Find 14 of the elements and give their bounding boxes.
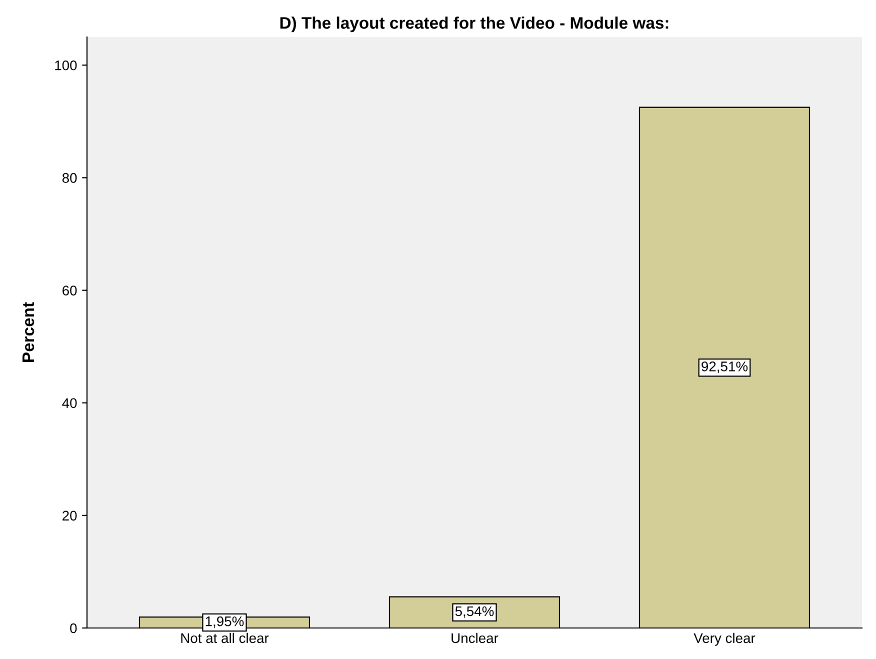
x-tick-label: Not at all clear <box>181 632 269 644</box>
y-tick-label: 20 <box>62 510 77 521</box>
y-tick-label: 40 <box>62 398 77 408</box>
data-label: 5,54% <box>455 606 494 618</box>
y-tick-label: 0 <box>70 623 77 634</box>
y-tick-label: 100 <box>55 60 77 70</box>
chart-title: D) The layout created for the Video - Module was: <box>280 16 668 32</box>
data-label: 1,95% <box>206 616 244 628</box>
y-axis-title: Percent <box>22 302 34 362</box>
x-tick-label: Very clear <box>694 632 756 646</box>
x-tick-label: Unclear <box>452 632 498 644</box>
y-tick-label: 60 <box>62 286 77 296</box>
y-tick-label: 80 <box>62 173 77 183</box>
data-label: 92,51% <box>702 362 748 374</box>
